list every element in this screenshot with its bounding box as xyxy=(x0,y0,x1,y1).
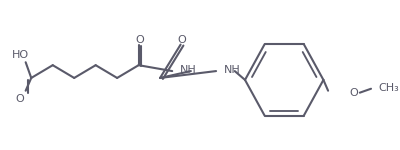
Text: O: O xyxy=(177,35,186,45)
Text: NH: NH xyxy=(180,65,196,75)
Text: NH: NH xyxy=(224,65,240,75)
Text: O: O xyxy=(350,88,359,98)
Text: O: O xyxy=(135,35,144,45)
Text: CH₃: CH₃ xyxy=(378,83,399,93)
Text: HO: HO xyxy=(12,50,29,60)
Text: O: O xyxy=(16,94,24,103)
